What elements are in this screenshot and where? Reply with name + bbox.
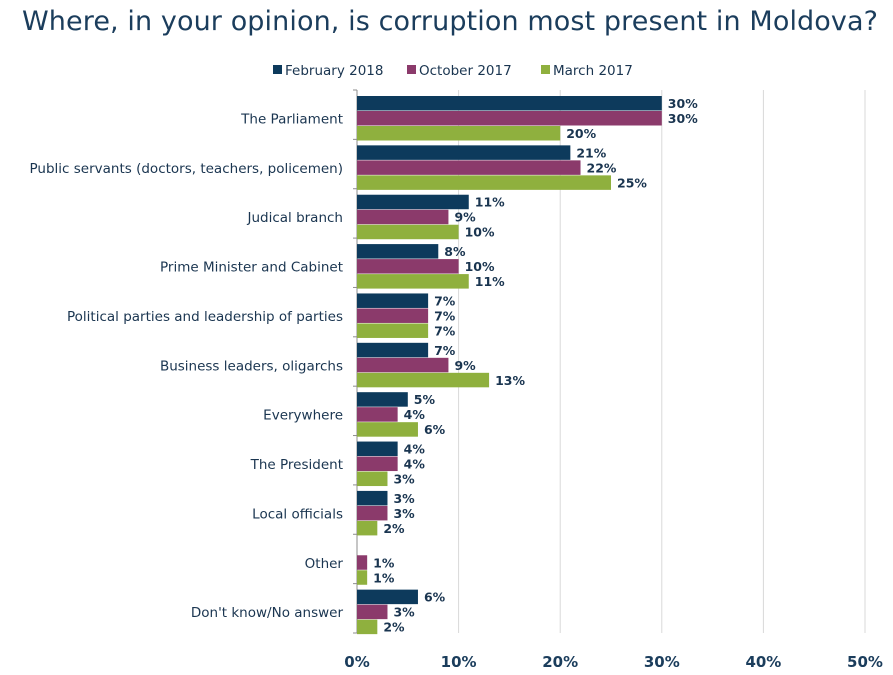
data-label: 20%: [566, 126, 596, 141]
bar: [357, 357, 449, 373]
bar: [357, 441, 398, 457]
category-label: Don't know/No answer: [191, 605, 344, 621]
bar: [357, 308, 429, 323]
data-label: 4%: [404, 442, 426, 457]
bar: [357, 372, 490, 388]
x-tick-label: 0%: [344, 653, 369, 671]
x-tick-label: 40%: [745, 653, 781, 671]
bar: [357, 570, 368, 585]
data-label: 7%: [434, 343, 456, 358]
legend-label: February 2018: [285, 63, 383, 79]
data-label: 6%: [424, 422, 446, 437]
bar: [357, 471, 388, 487]
bar: [357, 456, 398, 472]
bar: [357, 244, 439, 259]
bar: [357, 111, 662, 126]
data-label: 21%: [576, 145, 606, 160]
data-label: 11%: [475, 195, 505, 210]
x-tick-label: 20%: [542, 653, 578, 671]
bar: [357, 274, 469, 289]
data-label: 7%: [434, 323, 456, 338]
bar: [357, 293, 429, 308]
data-label: 6%: [424, 590, 446, 605]
bar: [357, 259, 459, 274]
bar: [357, 619, 378, 635]
data-label: 10%: [465, 259, 495, 274]
bar: [357, 520, 378, 536]
category-label: Judical branch: [246, 210, 343, 226]
data-label: 9%: [454, 210, 476, 225]
bar: [357, 160, 581, 175]
category-label: Local officials: [252, 506, 343, 522]
bar: [357, 604, 388, 620]
data-label: 1%: [373, 570, 395, 585]
x-tick-label: 10%: [441, 653, 477, 671]
bar: [357, 555, 368, 570]
data-label: 10%: [465, 225, 495, 240]
data-label: 11%: [475, 274, 505, 289]
bar: [357, 209, 449, 225]
category-label: Other: [305, 556, 344, 572]
legend-label: March 2017: [553, 63, 633, 79]
legend-swatch: [541, 65, 550, 74]
data-label: 4%: [404, 457, 426, 472]
data-label: 8%: [444, 244, 466, 259]
bar: [357, 342, 429, 358]
data-label: 3%: [393, 491, 415, 506]
bar: [357, 490, 388, 506]
chart-title: Where, in your opinion, is corruption mo…: [22, 6, 879, 37]
data-label: 9%: [454, 358, 476, 373]
data-label: 5%: [414, 392, 436, 407]
category-label: Public servants (doctors, teachers, poli…: [30, 161, 343, 177]
bar: [357, 126, 561, 141]
bar: [357, 323, 429, 338]
data-label: 22%: [587, 160, 617, 175]
category-label: Business leaders, oligarchs: [160, 358, 343, 374]
bar: [357, 392, 408, 407]
bar: [357, 589, 418, 605]
data-label: 2%: [383, 620, 405, 635]
data-label: 4%: [404, 407, 426, 422]
data-label: 7%: [434, 293, 456, 308]
bar: [357, 96, 662, 111]
data-label: 1%: [373, 555, 395, 570]
data-label: 30%: [668, 96, 698, 111]
x-tick-label: 50%: [847, 653, 883, 671]
data-label: 3%: [393, 506, 415, 521]
data-label: 3%: [393, 472, 415, 487]
data-label: 7%: [434, 308, 456, 323]
data-label: 30%: [668, 111, 698, 126]
bar: [357, 505, 388, 521]
bar: [357, 194, 469, 210]
bar: [357, 224, 459, 240]
bar: [357, 422, 418, 437]
legend-swatch: [407, 65, 416, 74]
bar: [357, 175, 611, 190]
data-label: 2%: [383, 521, 405, 536]
category-label: Political parties and leadership of part…: [67, 309, 343, 325]
bar: [357, 145, 571, 160]
legend-label: October 2017: [419, 63, 512, 79]
legend-swatch: [273, 65, 282, 74]
category-label: Everywhere: [263, 408, 343, 424]
category-label: Prime Minister and Cabinet: [160, 260, 343, 276]
category-label: The President: [250, 457, 343, 473]
category-label: The Parliament: [240, 112, 343, 128]
data-label: 25%: [617, 175, 647, 190]
data-label: 3%: [393, 605, 415, 620]
data-label: 13%: [495, 373, 525, 388]
x-tick-label: 30%: [644, 653, 680, 671]
bar: [357, 407, 398, 422]
